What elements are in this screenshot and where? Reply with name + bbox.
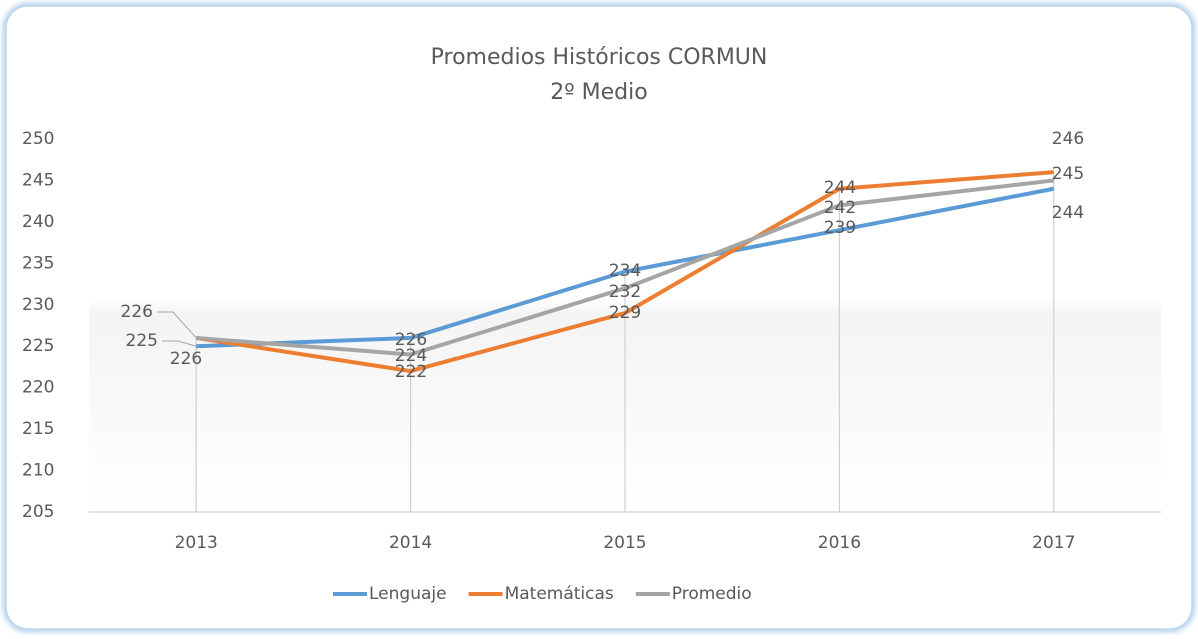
series-line [196, 178, 1055, 357]
y-tick-label: 245 [22, 170, 54, 190]
x-tick-label: 2016 [818, 533, 861, 553]
data-label: 239 [824, 218, 856, 238]
y-tick-label: 220 [22, 378, 54, 398]
data-label: 245 [1052, 164, 1084, 184]
y-tick-label: 205 [22, 502, 54, 522]
leader-line [162, 340, 197, 347]
series-line [196, 186, 1055, 349]
y-tick-label: 215 [22, 419, 54, 439]
leader-line [157, 311, 197, 339]
y-tick-label: 225 [22, 336, 54, 356]
data-label: 224 [395, 346, 427, 366]
data-label: 232 [609, 282, 641, 302]
y-tick-label: 210 [22, 461, 54, 481]
x-tick-label: 2014 [389, 533, 432, 553]
x-tick-label: 2017 [1032, 533, 1075, 553]
data-label: 226 [395, 330, 427, 350]
y-tick-label: 250 [22, 129, 54, 149]
legend-label: Promedio [672, 584, 752, 604]
chart-subtitle: 2º Medio [550, 80, 647, 105]
data-label: 229 [609, 303, 641, 323]
data-label: 244 [1052, 203, 1084, 223]
y-tick-label: 235 [22, 253, 54, 273]
y-tick-label: 230 [22, 295, 54, 315]
series-line [195, 170, 1054, 374]
data-label: 244 [824, 178, 856, 198]
legend-label: Matemáticas [505, 584, 614, 604]
data-label: 226 [170, 349, 202, 369]
x-tick-label: 2013 [175, 533, 218, 553]
data-label: 225 [126, 331, 158, 351]
data-label: 246 [1052, 129, 1084, 149]
y-tick-label: 240 [22, 212, 54, 232]
x-tick-label: 2015 [603, 533, 646, 553]
data-label: 234 [609, 261, 641, 281]
data-label: 222 [395, 362, 427, 382]
legend-label: Lenguaje [369, 584, 447, 604]
chart-title: Promedios Históricos CORMUN [431, 45, 768, 70]
data-label: 226 [121, 302, 153, 322]
data-label: 242 [824, 198, 856, 218]
